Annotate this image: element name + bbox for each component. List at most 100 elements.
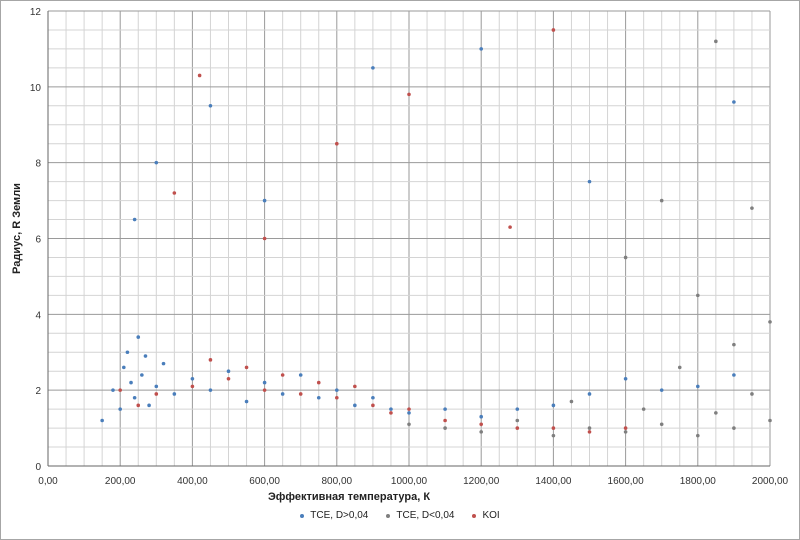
data-point xyxy=(407,411,411,415)
data-point xyxy=(443,407,447,411)
data-point xyxy=(696,433,700,438)
x-tick-label: 1200,00 xyxy=(463,476,500,487)
data-point xyxy=(623,376,628,381)
data-point xyxy=(132,395,137,400)
data-point xyxy=(172,191,177,195)
data-point xyxy=(732,342,736,347)
data-points xyxy=(100,28,772,438)
data-point xyxy=(262,236,267,241)
data-point xyxy=(122,365,126,370)
data-point xyxy=(262,380,267,385)
data-point xyxy=(443,418,447,423)
data-point xyxy=(623,255,628,260)
x-tick-label: 1000,00 xyxy=(391,476,428,487)
x-axis-title: Эффективная температура, К xyxy=(268,491,430,503)
data-point xyxy=(154,392,159,396)
y-tick-label: 4 xyxy=(35,310,41,321)
data-point xyxy=(353,403,357,408)
data-point xyxy=(226,369,231,374)
data-point xyxy=(335,395,339,400)
x-tick-label: 1400,00 xyxy=(535,476,572,487)
data-point xyxy=(587,392,592,396)
data-point xyxy=(768,418,772,423)
data-point xyxy=(161,361,166,366)
data-point xyxy=(389,407,393,411)
data-point xyxy=(129,380,133,385)
data-point xyxy=(677,365,682,370)
data-point xyxy=(262,198,267,203)
data-point xyxy=(154,160,159,165)
data-point xyxy=(587,179,592,184)
data-point xyxy=(696,293,700,298)
data-point xyxy=(154,384,159,389)
data-point xyxy=(335,388,339,392)
data-point xyxy=(118,388,122,392)
data-point xyxy=(136,335,141,339)
data-point xyxy=(136,403,141,408)
legend-item: TCE, D>0,04 xyxy=(300,510,368,521)
data-point xyxy=(623,430,628,434)
data-point xyxy=(118,407,122,411)
legend-label: TCE, D<0,04 xyxy=(396,510,455,521)
data-point xyxy=(714,411,718,415)
data-point xyxy=(298,373,303,377)
data-point xyxy=(244,365,249,370)
data-point xyxy=(190,384,195,389)
data-point xyxy=(407,422,411,427)
y-tick-label: 0 xyxy=(35,462,41,473)
data-point xyxy=(659,422,664,427)
data-point xyxy=(479,422,484,427)
data-point xyxy=(172,392,177,396)
y-axis-title: Радиус, R Земли xyxy=(11,183,23,274)
data-point xyxy=(262,388,267,392)
data-point xyxy=(100,418,104,423)
y-tick-label: 10 xyxy=(30,83,42,94)
legend-label: KOI xyxy=(482,510,500,521)
data-point xyxy=(371,403,375,408)
data-point xyxy=(587,430,592,434)
data-point xyxy=(443,426,447,430)
data-point xyxy=(515,418,520,423)
data-point xyxy=(515,407,520,411)
data-point xyxy=(768,320,772,324)
x-tick-label: 800,00 xyxy=(322,476,353,487)
y-tick-label: 2 xyxy=(35,386,41,397)
legend-item: KOI xyxy=(472,510,500,521)
data-point xyxy=(515,426,520,430)
x-tick-label: 200,00 xyxy=(105,476,136,487)
y-tick-label: 6 xyxy=(35,235,41,246)
data-point xyxy=(641,407,646,411)
data-point xyxy=(244,399,249,404)
data-point xyxy=(696,384,700,389)
data-point xyxy=(190,376,195,381)
data-point xyxy=(479,414,484,419)
data-point xyxy=(508,225,512,229)
x-tick-label: 2000,00 xyxy=(752,476,789,487)
data-point xyxy=(316,395,321,400)
data-point xyxy=(335,141,339,146)
data-point xyxy=(732,373,736,377)
data-point xyxy=(280,373,285,377)
data-point xyxy=(208,103,213,108)
data-point xyxy=(623,426,628,430)
data-point xyxy=(298,392,303,396)
x-tick-label: 600,00 xyxy=(249,476,280,487)
y-tick-label: 8 xyxy=(35,159,41,170)
grid-lines xyxy=(47,10,771,467)
data-point xyxy=(208,388,213,392)
data-point xyxy=(197,73,202,78)
tick-labels: 0,00 200,00 400,00 600,00 800,00 1000,00 1200,… xyxy=(30,7,789,487)
data-point xyxy=(479,47,484,51)
x-tick-label: 0,00 xyxy=(38,476,58,487)
legend-marker xyxy=(300,513,305,518)
data-point xyxy=(280,392,285,396)
legend: TCE, D>0,04 TCE, D<0,04 KOI xyxy=(0,510,800,521)
x-tick-label: 1600,00 xyxy=(608,476,645,487)
data-point xyxy=(750,206,754,210)
data-point xyxy=(389,411,393,415)
data-point xyxy=(659,388,664,392)
data-point xyxy=(551,28,556,32)
data-point xyxy=(551,433,556,438)
scatter-chart: 0,00 200,00 400,00 600,00 800,00 1000,00 1200,… xyxy=(11,7,789,503)
data-point xyxy=(479,430,484,434)
